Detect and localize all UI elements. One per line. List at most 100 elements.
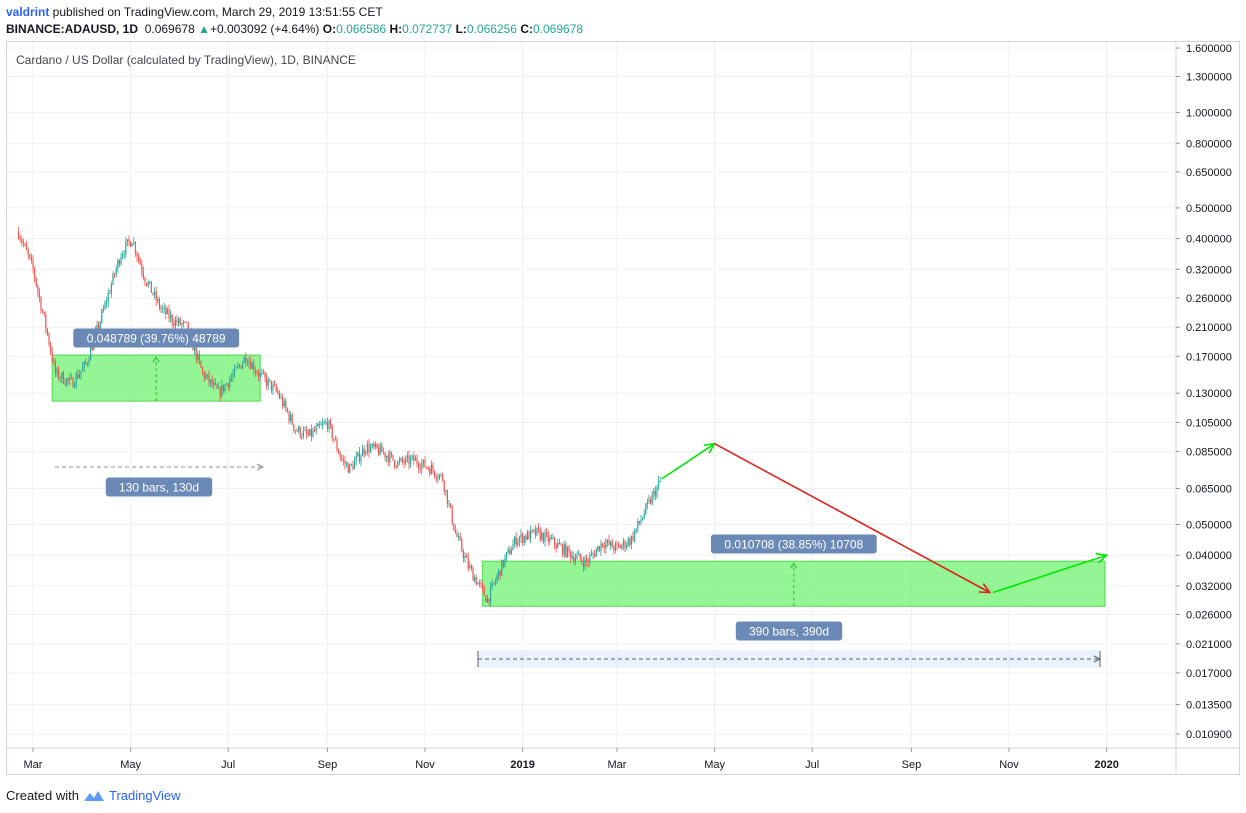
author-link[interactable]: valdrint [6, 5, 50, 19]
candle [62, 370, 64, 385]
candle-body [656, 486, 658, 497]
candle-body [141, 264, 143, 272]
candle [536, 527, 538, 536]
candle-body [136, 253, 138, 257]
candle [114, 272, 116, 279]
candle-body [80, 370, 82, 375]
candle [547, 529, 549, 546]
candle [214, 378, 216, 386]
candle-body [434, 470, 436, 477]
candle [451, 505, 453, 526]
candle [170, 309, 172, 323]
candle-body [659, 480, 661, 482]
candle [344, 455, 346, 470]
candle-body [430, 465, 432, 475]
candle [123, 250, 125, 259]
candle-body [304, 430, 306, 431]
bars-span-1-label-text: 130 bars, 130d [119, 481, 199, 495]
candle [437, 472, 439, 484]
candle-body [488, 598, 490, 602]
candle [162, 304, 164, 313]
candle [440, 472, 442, 478]
projection-arrow-up-1 [661, 442, 717, 480]
candle-body [379, 445, 381, 455]
candle [379, 442, 381, 456]
candle [163, 302, 165, 314]
candle [635, 528, 637, 534]
candle [278, 389, 280, 400]
candle [206, 374, 208, 380]
candle [227, 383, 229, 391]
candle-body [358, 452, 360, 462]
candle [485, 595, 487, 603]
candle-body [184, 321, 186, 323]
candle [342, 455, 344, 466]
candle-body [578, 553, 580, 556]
candle-body [522, 533, 524, 543]
candle [179, 316, 181, 326]
candle [112, 271, 114, 286]
candle-body [498, 570, 500, 577]
price-tick-label: 0.010900 [1186, 729, 1232, 741]
publish-line: valdrint published on TradingView.com, M… [6, 5, 383, 19]
candle-body [602, 543, 604, 546]
candle [61, 372, 63, 384]
candle-body [120, 256, 122, 265]
candle [291, 412, 293, 426]
candle [126, 239, 128, 247]
candle-body [27, 250, 29, 255]
footer-brand-link[interactable]: TradingView [108, 788, 181, 803]
candle [243, 356, 245, 364]
candle [205, 371, 207, 380]
candle-body [411, 455, 413, 459]
candle-body [410, 458, 412, 465]
candle-body [456, 532, 458, 537]
candle [480, 578, 482, 589]
candle-body [222, 384, 224, 392]
price-tick-label: 0.320000 [1186, 264, 1232, 276]
candle [302, 426, 304, 440]
candle-body [261, 372, 263, 374]
candle-body [178, 318, 180, 324]
candle-body [238, 365, 240, 367]
price-tick-label: 0.650000 [1186, 167, 1232, 179]
candle [610, 540, 612, 551]
candle [317, 422, 319, 427]
candle [426, 466, 428, 470]
candle [350, 463, 352, 467]
candle-body [37, 285, 39, 292]
candle [557, 538, 559, 549]
candle [118, 258, 120, 268]
candle-body [146, 282, 148, 286]
candle-body [549, 537, 551, 542]
candle [253, 359, 255, 376]
candle [261, 368, 263, 378]
candle-body [117, 260, 119, 269]
candle-body [253, 363, 255, 372]
candle [165, 304, 167, 320]
candle-body [400, 458, 402, 461]
candle [306, 426, 308, 439]
candle-body [19, 238, 21, 240]
candle-body [565, 543, 567, 557]
candle-body [200, 360, 202, 368]
candle-body [627, 538, 629, 546]
candle [544, 528, 546, 547]
candle [558, 538, 560, 545]
candle [86, 362, 88, 367]
candle-body [75, 373, 77, 386]
candle [166, 307, 168, 315]
candle-body [390, 452, 392, 455]
candle [222, 384, 224, 394]
candle [475, 574, 477, 586]
price-tick-label: 0.013500 [1186, 700, 1232, 712]
price-tick-label: 0.026000 [1186, 609, 1232, 621]
candle [370, 442, 372, 453]
candle-body [50, 344, 52, 352]
candle [226, 382, 228, 385]
candle-body [144, 277, 146, 283]
candle [466, 553, 468, 558]
candle [576, 551, 578, 561]
candle [144, 276, 146, 287]
